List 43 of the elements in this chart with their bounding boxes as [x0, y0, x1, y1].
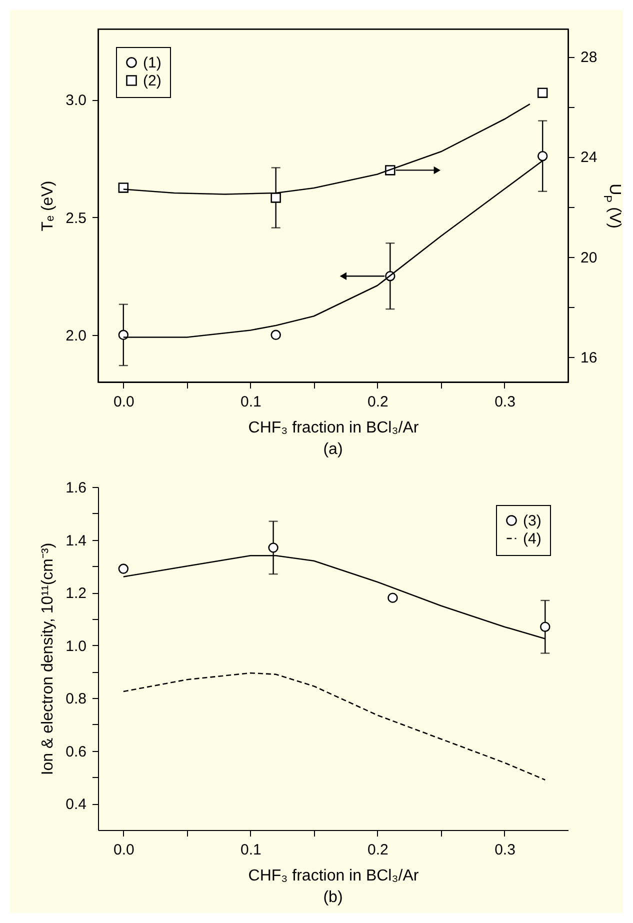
point [118, 182, 129, 193]
point [270, 330, 281, 340]
x-tick-label: 0.1 [240, 842, 262, 858]
y2-tick-label: 28 [580, 49, 598, 66]
y-tick-label: 2.5 [66, 210, 86, 227]
y-tick-label: 0.8 [66, 690, 86, 708]
x-tick-label: 0.3 [494, 842, 516, 858]
legend-label: (3) [523, 512, 542, 530]
point [537, 150, 548, 162]
y-tick-label: 2.0 [66, 327, 86, 344]
y2-tick-label: 24 [580, 149, 598, 166]
point [540, 622, 550, 632]
x-tick-label: 0.0 [113, 394, 134, 410]
x-axis-title: CHF₃ fraction in BCl₃/Ar [248, 868, 420, 884]
text: (b) [323, 889, 343, 906]
y-axis-title: Tₑ (eV) [40, 180, 57, 232]
x-tick-label: 0.2 [368, 394, 388, 410]
point [118, 330, 129, 340]
x-tick-label: 0.2 [368, 842, 388, 858]
y-tick-label: 1.4 [66, 532, 86, 550]
x-tick-label: 0.3 [494, 394, 516, 410]
y-tick-label: 1.0 [66, 638, 86, 655]
x-axis-title: CHF₃ fraction in BCl₃/Ar [248, 420, 420, 436]
y-axis-title: Ion & electron density, 10¹¹(cm⁻³) [40, 542, 57, 776]
line-series [122, 672, 546, 781]
y2-tick-label: 20 [580, 249, 598, 266]
point [537, 88, 548, 98]
x-tick-label: 0.0 [113, 842, 134, 858]
point [388, 592, 398, 603]
y-tick-label: 1.6 [66, 480, 86, 496]
y-tick-label: 0.6 [66, 743, 86, 760]
y-tick-label: 3.0 [66, 92, 86, 110]
legend-label: (4) [523, 530, 542, 548]
point [268, 542, 278, 553]
legend-label: (2) [143, 72, 162, 90]
legend-label: (1) [143, 54, 162, 72]
y-tick-label: 0.4 [66, 796, 86, 814]
x-tick-label: 0.1 [240, 394, 262, 410]
text: (a) [323, 441, 343, 458]
point [118, 564, 129, 574]
y-tick-label: 1.2 [66, 585, 86, 602]
point [270, 192, 281, 203]
y2-tick-label: 16 [580, 349, 598, 366]
